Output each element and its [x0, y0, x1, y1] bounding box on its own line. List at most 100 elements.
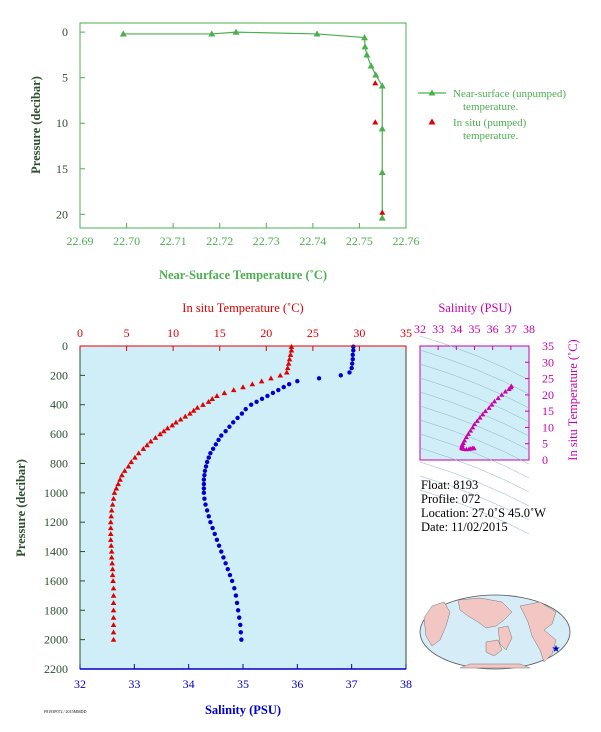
- salinity-point: [206, 514, 211, 519]
- land-americas-east: [519, 601, 557, 663]
- ts-salinity-tick-label: 35: [469, 322, 481, 336]
- salinity-point: [202, 496, 207, 501]
- ts-density-contour: [419, 405, 530, 451]
- salinity-point: [216, 543, 222, 548]
- ts-plot-area: [419, 345, 530, 461]
- temperature-point: [249, 381, 256, 387]
- top-x-axis-label: Near-Surface Temperature (˚C): [159, 268, 327, 282]
- salinity-point: [227, 424, 232, 429]
- salinity-point: [235, 415, 240, 421]
- temperature-point: [194, 404, 201, 410]
- salinity-point: [227, 572, 233, 578]
- salinity-point: [295, 379, 300, 384]
- temperature-point: [182, 413, 189, 419]
- ts-density-contour: [419, 391, 530, 437]
- salinity-point: [223, 561, 228, 566]
- temperature-point: [110, 629, 117, 635]
- temperature-point: [277, 372, 284, 378]
- temperature-point: [173, 419, 179, 425]
- temperature-point: [164, 425, 171, 431]
- temperature-point: [132, 454, 138, 460]
- salinity-point: [234, 600, 240, 606]
- salinity-point: [214, 537, 220, 542]
- ts-point: [491, 398, 498, 404]
- ts-point: [502, 389, 508, 394]
- salinity-point: [235, 608, 241, 613]
- top-y-tick-label: 20: [56, 207, 68, 221]
- top-x-tick-label: 22.70: [113, 234, 140, 248]
- temperature-tick-label: 25: [307, 326, 319, 340]
- pressure-tick-label: 0: [62, 339, 68, 353]
- salinity-tick-label: 35: [237, 677, 249, 691]
- salinity-tick-label: 33: [128, 677, 140, 691]
- salinity-point: [201, 486, 207, 491]
- salinity-point: [202, 473, 207, 478]
- temperature-point: [258, 378, 265, 384]
- salinity-point: [223, 428, 228, 434]
- temperature-point: [109, 566, 116, 572]
- temperature-point: [200, 401, 206, 407]
- temperature-point: [111, 490, 118, 495]
- salinity-tick-label: 38: [400, 677, 412, 691]
- legend-unpumped-label-1: Near-surface (unpumped): [453, 88, 566, 100]
- salinity-point: [203, 464, 209, 469]
- top-x-tick-label: 22.74: [299, 234, 326, 248]
- top-unpumped-point: [367, 62, 375, 69]
- salinity-point: [201, 490, 207, 496]
- ts-density-contour: [419, 363, 530, 409]
- temperature-point: [157, 431, 163, 437]
- salinity-point: [286, 381, 292, 387]
- salinity-point: [350, 361, 355, 366]
- float-location-marker: ★: [552, 644, 561, 655]
- legend-pumped-label-1: In situ (pumped): [453, 117, 527, 129]
- top-pumped-point: [379, 209, 386, 215]
- temperature-tick-label: 15: [214, 326, 226, 340]
- temperature-point: [147, 438, 154, 444]
- info-location: Location: 27.0˚S 45.0˚W: [421, 506, 546, 520]
- temperature-tick-label: 10: [167, 326, 179, 340]
- ts-temperature-tick-label: 15: [542, 404, 554, 418]
- temperature-point: [108, 542, 115, 548]
- salinity-point: [225, 566, 230, 572]
- ts-density-contour: [419, 377, 530, 423]
- ts-point: [470, 424, 476, 430]
- temperature-point: [283, 369, 290, 375]
- ts-salinity-tick-label: 33: [432, 322, 444, 336]
- ts-salinity-tick-label: 37: [505, 322, 517, 336]
- salinity-point: [204, 459, 210, 465]
- land-americas-west: [423, 601, 451, 647]
- temperature-point: [286, 356, 293, 362]
- temperature-axis-label: In situ Temperature (˚C): [182, 301, 303, 315]
- temperature-point: [161, 428, 167, 434]
- salinity-point: [201, 481, 207, 487]
- top-unpumped-point: [378, 125, 386, 132]
- land-australia: [485, 639, 503, 657]
- temperature-point: [135, 450, 142, 456]
- pressure-tick-label: 200: [50, 368, 68, 382]
- salinity-point: [232, 586, 237, 591]
- salinity-point: [208, 519, 213, 525]
- salinity-point: [248, 402, 254, 407]
- top-x-tick-label: 22.73: [253, 234, 280, 248]
- info-date: Date: 11/02/2015: [421, 520, 508, 534]
- temperature-point: [110, 592, 117, 598]
- temperature-point: [230, 387, 237, 393]
- ts-temperature-tick-label: 10: [542, 420, 554, 434]
- temperature-point: [284, 365, 291, 371]
- temperature-point: [128, 459, 135, 465]
- top-y-tick-label: 15: [56, 162, 68, 176]
- ts-point: [467, 428, 474, 433]
- ts-point: [495, 395, 501, 401]
- ts-point: [459, 442, 465, 447]
- pressure-tick-label: 1000: [44, 486, 68, 500]
- salinity-point: [210, 446, 216, 451]
- top-pumped-point: [372, 119, 379, 125]
- salinity-tick-label: 37: [346, 677, 358, 691]
- temperature-point: [187, 410, 193, 416]
- world-map: ★: [419, 594, 571, 670]
- ts-point: [471, 445, 477, 451]
- temperature-point: [205, 398, 212, 404]
- temperature-point: [177, 416, 184, 422]
- salinity-point: [238, 630, 244, 635]
- temperature-point: [117, 476, 123, 482]
